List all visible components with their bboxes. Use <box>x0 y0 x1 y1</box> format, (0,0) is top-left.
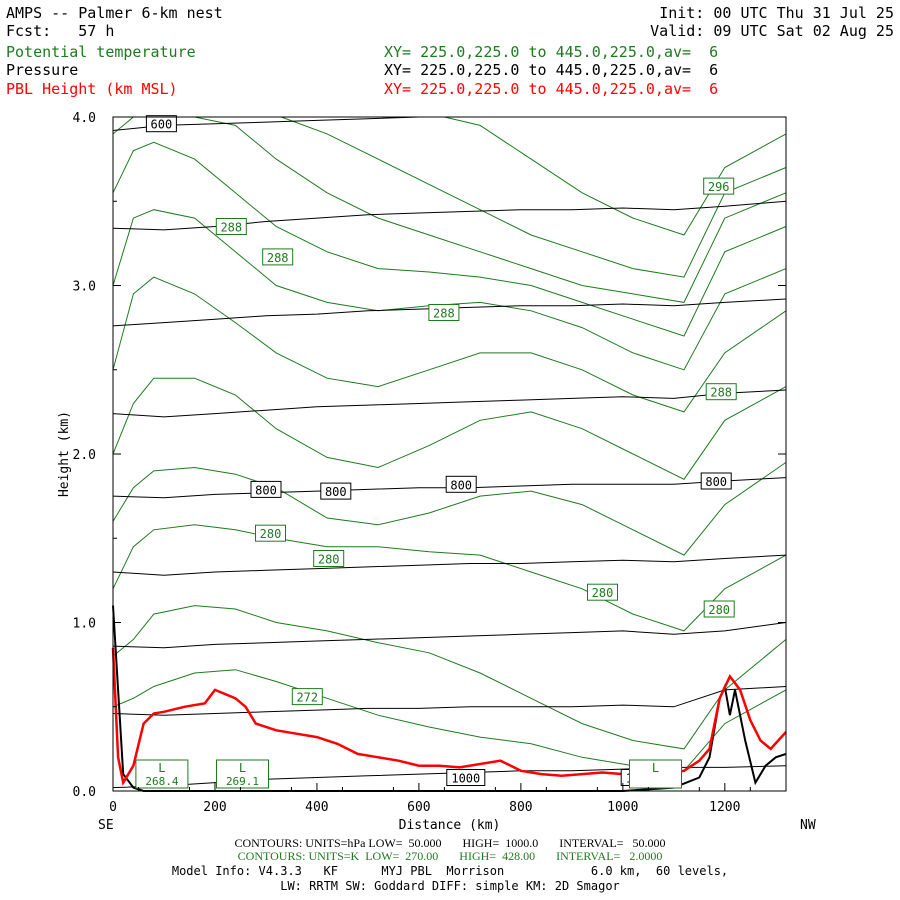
contour-label-800: 800 <box>255 483 277 497</box>
pbl-layer <box>111 647 787 786</box>
pbl-height-line <box>111 647 787 786</box>
x-tick-label: 200 <box>203 800 226 815</box>
isobar-layer <box>112 116 787 789</box>
contour-label-box <box>291 688 323 706</box>
y-tick-label: 3.0 <box>73 280 96 295</box>
isobar-650 <box>112 200 787 231</box>
x-axis-label: Distance (km) <box>399 818 501 833</box>
contour-label-280: 280 <box>592 586 614 600</box>
contour-label-box <box>145 115 177 133</box>
contour-label-box <box>703 177 735 195</box>
low-center-letter: L <box>239 761 246 775</box>
init-time: Init: 00 UTC Thu 31 Jul 25 <box>659 4 894 22</box>
contour-label-288: 288 <box>433 307 455 321</box>
low-center-box <box>135 759 189 789</box>
contour-label-1000: 1000 <box>451 772 480 786</box>
contour-label-288: 288 <box>710 386 732 400</box>
field-label-pressure: Pressure <box>6 61 79 79</box>
contour-label-box <box>262 248 294 266</box>
isobar-900 <box>112 622 787 649</box>
valid-time: Valid: 09 UTC Sat 02 Aug 25 <box>650 22 894 40</box>
isobar-600 <box>112 116 786 131</box>
chart-title: AMPS -- Palmer 6-km nest <box>6 4 223 22</box>
x-start-label: SE <box>98 818 114 833</box>
contour-label-288: 288 <box>220 221 242 235</box>
contour-label-box <box>446 769 486 786</box>
model-info: Model Info: V4.3.3 KF MYJ PBL Morrison 6… <box>171 864 729 878</box>
isobar-750 <box>112 389 787 418</box>
field-range-pressure: XY= 225.0,225.0 to 445.0,225.0,av= 6 <box>384 61 719 79</box>
contour-label-box <box>428 304 460 321</box>
contour-label-280: 280 <box>708 603 730 617</box>
contour-label-layer: 6008008008008001000100028828828828829628… <box>135 115 737 789</box>
field-label-theta: Potential temperature <box>6 43 196 61</box>
contour-label-800: 800 <box>705 475 727 489</box>
y-tick-label: 1.0 <box>73 617 96 632</box>
theta-contour-info: CONTOURS: UNITS=K LOW= 270.00 HIGH= 428.… <box>237 849 663 863</box>
low-center-value: 269.1 <box>226 775 259 788</box>
theta-contour-286 <box>112 276 787 413</box>
contour-label-box <box>215 218 247 235</box>
contour-label-box <box>445 475 477 493</box>
contour-label-280: 280 <box>260 527 282 541</box>
x-tick-label: 0 <box>109 800 117 815</box>
field-label-pbl: PBL Height (km MSL) <box>6 80 178 98</box>
contour-label-box <box>703 600 735 618</box>
x-tick-label: 1000 <box>607 800 638 815</box>
x-tick-label: 400 <box>305 800 328 815</box>
contour-label-box <box>705 383 737 401</box>
low-center-box <box>216 759 269 789</box>
low-center-box <box>629 759 682 789</box>
theta-contour-284 <box>112 377 787 480</box>
axes-layer: 0 200 400 600 800 1000 1200 0.0 1.0 2.0 3.0 4.0 <box>73 111 786 815</box>
y-axis-label: Height (km) <box>57 411 72 497</box>
field-range-pbl: XY= 225.0,225.0 to 445.0,225.0,av= 6 <box>384 80 719 98</box>
contour-label-600: 600 <box>151 118 173 132</box>
theta-contour-288 <box>112 209 787 371</box>
contour-label-288: 288 <box>267 251 289 265</box>
theta-contour-294 <box>281 116 787 278</box>
low-center-letter: L <box>158 761 165 775</box>
y-tick-label: 2.0 <box>73 448 96 463</box>
contour-label-800: 800 <box>325 485 347 499</box>
forecast-hour: Fcst: 57 h <box>6 22 115 40</box>
contour-label-box <box>250 480 282 498</box>
contour-label-800: 800 <box>450 478 472 492</box>
field-range-theta: XY= 225.0,225.0 to 445.0,225.0,av= 6 <box>384 43 719 61</box>
isobar-850 <box>112 554 787 576</box>
isobar-800 <box>112 477 787 499</box>
x-end-label: NW <box>800 818 816 833</box>
theta-contour-282 <box>112 461 787 556</box>
contour-label-box <box>313 550 345 567</box>
contour-label-280: 280 <box>318 553 340 567</box>
theta-contour-290 <box>112 141 787 337</box>
x-tick-label: 1200 <box>709 800 740 815</box>
low-center-letter: L <box>652 761 659 775</box>
contour-label-box <box>700 472 732 490</box>
theta-contour-layer <box>112 116 787 772</box>
isobar-950 <box>112 686 787 716</box>
theta-contour-280 <box>112 524 787 632</box>
x-tick-label: 600 <box>407 800 430 815</box>
theta-contour-272 <box>112 669 787 772</box>
contour-label-296: 296 <box>708 180 730 194</box>
pressure-contour-info: CONTOURS: UNITS=hPa LOW= 50.000 HIGH= 10… <box>234 836 666 850</box>
contour-label-272: 272 <box>296 691 318 705</box>
contour-label-box <box>320 482 352 500</box>
physics-info: LW: RRTM SW: Goddard DIFF: simple KM: 2D… <box>280 879 620 893</box>
y-tick-label: 4.0 <box>73 111 96 126</box>
theta-contour-276 <box>112 605 787 750</box>
y-tick-label: 0.0 <box>73 785 96 800</box>
contour-label-box <box>255 524 286 542</box>
x-tick-label: 800 <box>509 800 532 815</box>
contour-label-box <box>587 583 618 601</box>
low-center-value: 268.4 <box>145 775 178 788</box>
